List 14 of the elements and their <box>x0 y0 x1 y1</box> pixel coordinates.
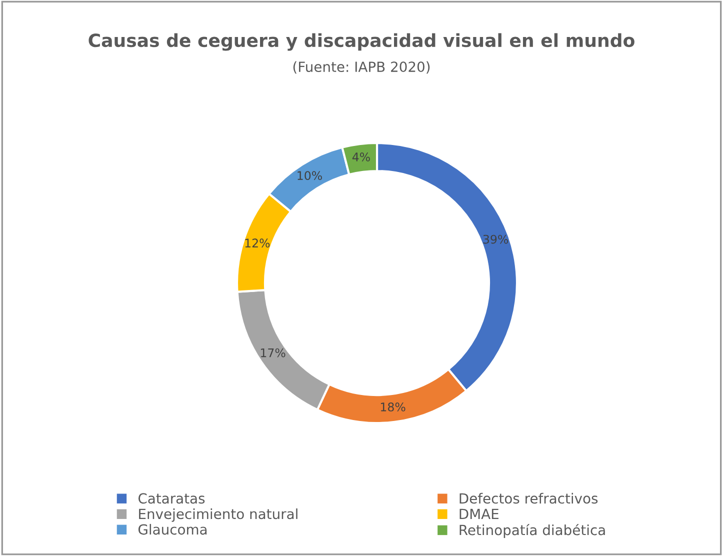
chart-subtitle: (Fuente: IAPB 2020) <box>293 61 430 74</box>
data-label: 4% <box>352 152 370 162</box>
legend-label: Retinopatía diabética <box>460 524 605 538</box>
legend-label: Envejecimiento natural <box>139 508 298 522</box>
data-label: 39% <box>483 234 508 244</box>
legend-label: Glaucoma <box>138 524 207 535</box>
data-label: 12% <box>245 238 270 248</box>
data-label: 17% <box>260 348 286 358</box>
legend-label: DMAE <box>460 508 498 519</box>
data-label: 10% <box>298 171 322 180</box>
data-label: 18% <box>380 402 406 412</box>
chart-title: Causas de ceguera y discapacidad visual en el mundo <box>88 33 634 51</box>
legend-label: Cataratas <box>138 493 205 504</box>
legend-label: Defectos refractivos <box>460 492 598 504</box>
